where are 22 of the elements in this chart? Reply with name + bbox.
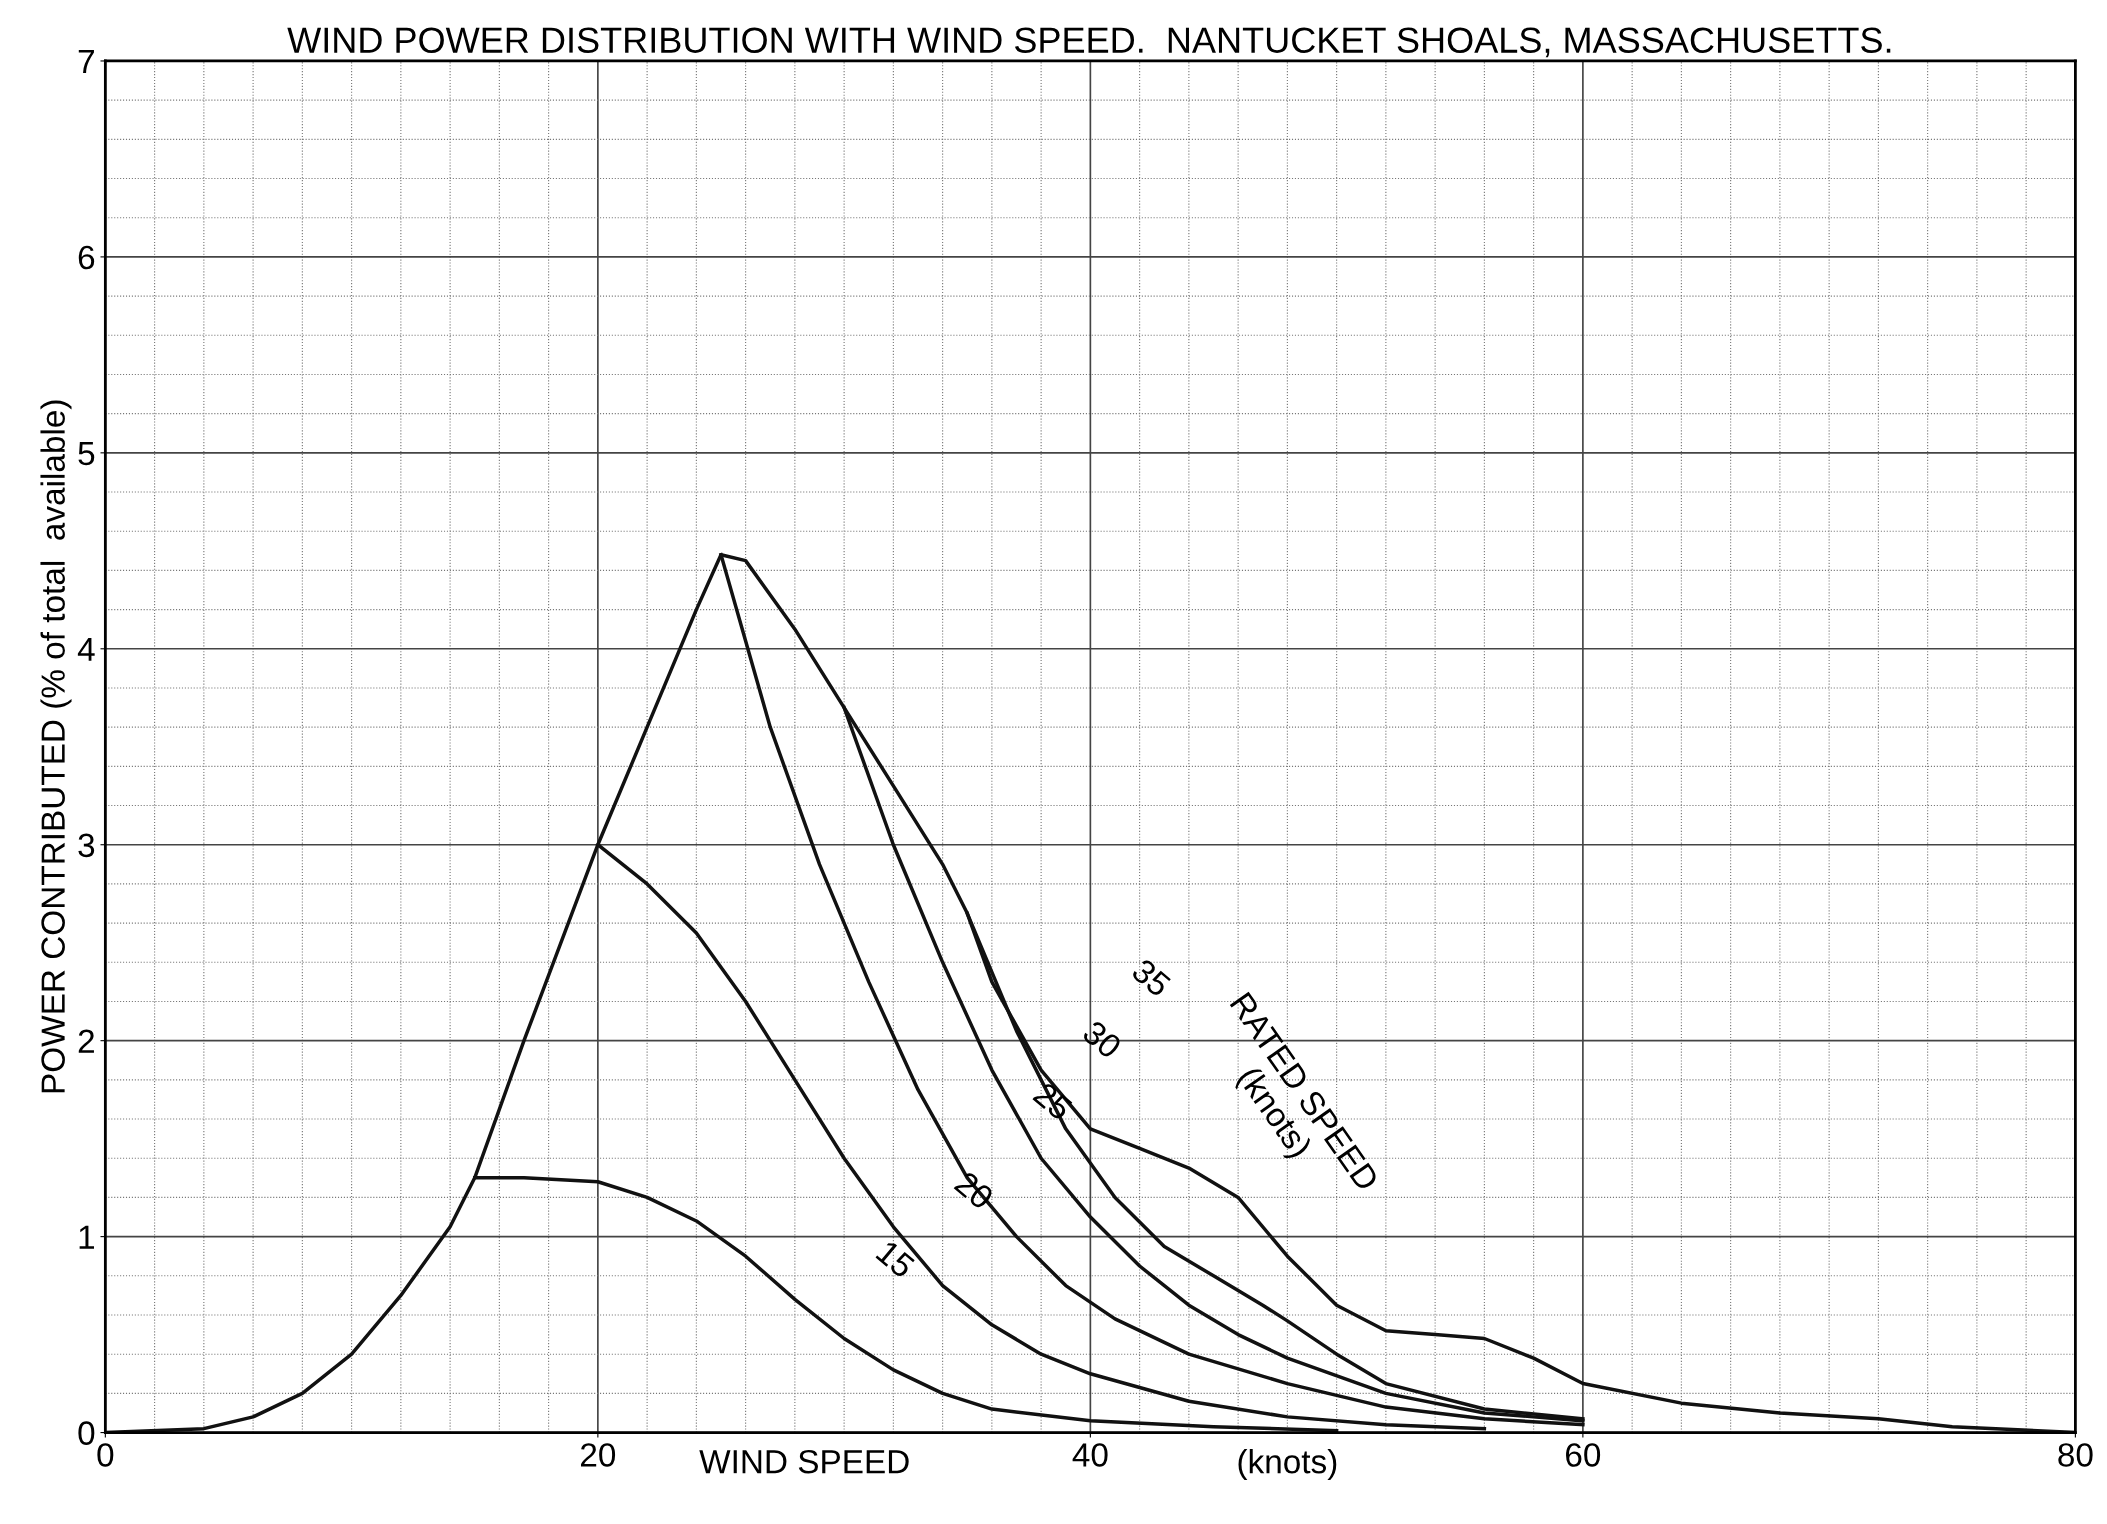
annotation: 20 [953,1170,995,1211]
annotation: 30 [1081,1019,1123,1060]
annotation: 15 [875,1239,916,1279]
annotation: 35 [1130,957,1173,998]
annotation: 25 [1032,1081,1074,1122]
y-axis-title: POWER CONTRIBUTED (% of total available) [40,400,72,1093]
x-tick-label: 20 [581,1443,616,1467]
y-tick-label: 3 [78,833,95,858]
y-tick-label: 5 [78,441,95,466]
y-tick-label: 6 [78,245,95,270]
x-axis-title: WIND SPEED [699,1449,909,1474]
x-tick-label: 60 [1566,1443,1601,1467]
y-tick-label: 0 [78,1421,95,1445]
text: (knots) [1238,1449,1337,1481]
x-tick-label: 80 [2058,1443,2093,1467]
chart-title: WIND POWER DISTRIBUTION WITH WIND SPEED. NANTUCKET SHOALS, MASSACHUSETTS. [287,27,1891,58]
x-tick-label: 40 [1072,1443,1108,1467]
y-tick-label: 1 [79,1225,94,1249]
y-tick-label: 7 [78,50,94,74]
y-tick-label: 2 [78,1029,94,1053]
x-tick-label: 0 [97,1443,114,1467]
y-tick-label: 4 [77,637,95,661]
